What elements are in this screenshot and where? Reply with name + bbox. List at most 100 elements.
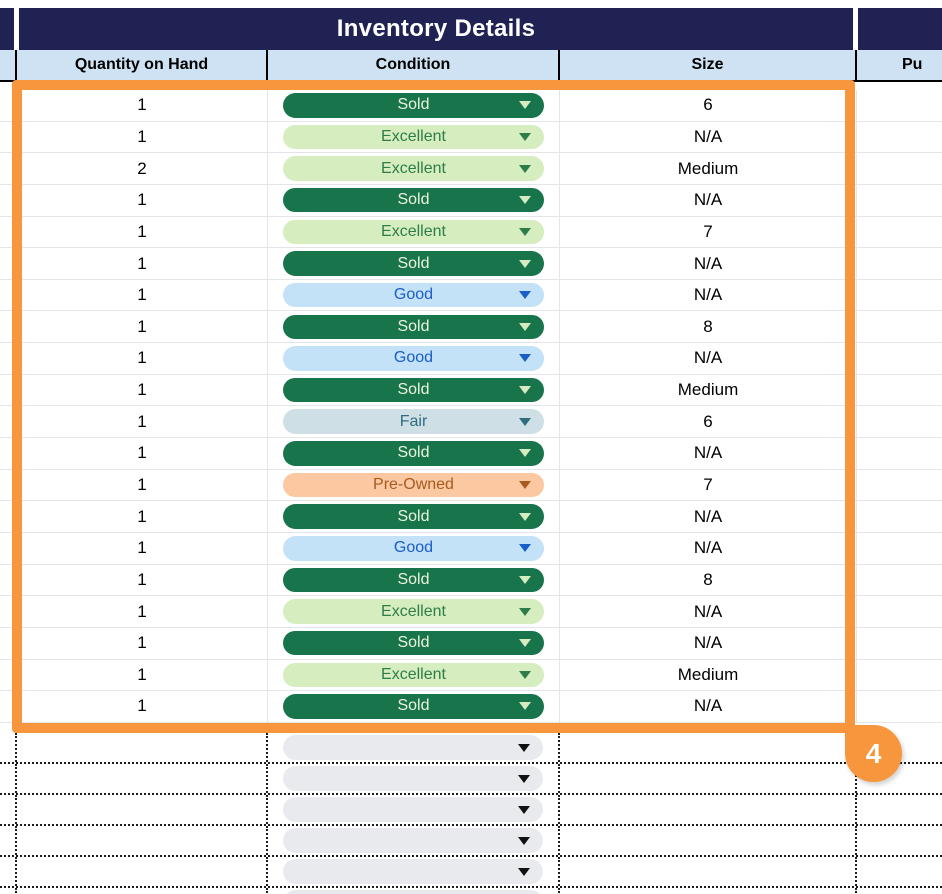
condition-cell: Sold (268, 248, 560, 279)
quantity-cell (17, 733, 268, 762)
condition-dropdown[interactable]: Sold (283, 567, 544, 593)
condition-dropdown[interactable]: Fair (283, 409, 544, 434)
condition-dropdown[interactable]: Excellent (283, 599, 544, 624)
table-row: 2 Excellent Medium (0, 153, 942, 185)
empty-table-row (0, 826, 942, 857)
condition-dropdown[interactable]: Sold (283, 314, 544, 340)
purchase-cell (857, 90, 942, 121)
chevron-down-icon (519, 575, 531, 584)
condition-label: Fair (399, 412, 428, 430)
condition-cell: Pre-Owned (268, 469, 560, 501)
quantity-cell: 1 (17, 564, 268, 596)
sliver-cell (0, 469, 17, 501)
chevron-down-icon (519, 544, 531, 553)
column-header-quantity: Quantity on Hand (17, 50, 268, 80)
sliver-cell (0, 659, 17, 691)
condition-cell: Sold (268, 311, 560, 343)
purchase-cell (857, 280, 942, 311)
condition-dropdown-empty[interactable] (283, 797, 543, 822)
table-row: 1 Excellent 7 (0, 216, 942, 249)
sliver-cell (0, 438, 17, 469)
table-row: 1 Excellent N/A (0, 121, 942, 154)
condition-label: Excellent (381, 127, 446, 145)
purchase-cell (857, 533, 942, 564)
quantity-cell: 1 (17, 184, 268, 216)
size-cell: N/A (560, 248, 857, 279)
chevron-down-icon (519, 481, 531, 489)
sliver-cell (0, 184, 17, 216)
table-row: 1 Good N/A (0, 343, 942, 375)
purchase-cell (857, 596, 942, 627)
condition-dropdown-empty[interactable] (283, 890, 543, 894)
condition-dropdown-empty[interactable] (283, 735, 543, 760)
condition-label: Sold (397, 634, 430, 652)
table-row: 1 Sold N/A (0, 501, 942, 533)
condition-cell: Fair (268, 406, 560, 438)
quantity-cell: 1 (17, 279, 268, 311)
table-row: 1 Sold N/A (0, 184, 942, 217)
quantity-cell: 2 (17, 153, 268, 184)
chevron-down-icon (519, 322, 531, 331)
condition-dropdown[interactable]: Sold (283, 630, 544, 656)
condition-dropdown[interactable]: Sold (283, 93, 544, 118)
table-row: 1 Excellent Medium (0, 659, 942, 692)
title-band: Inventory Details (0, 8, 942, 50)
condition-label: Good (393, 349, 434, 367)
condition-dropdown[interactable]: Sold (283, 251, 544, 276)
condition-dropdown[interactable]: Good (283, 282, 544, 308)
size-cell (560, 795, 857, 824)
condition-dropdown[interactable]: Excellent (283, 662, 544, 688)
chevron-down-icon (519, 164, 531, 173)
condition-dropdown[interactable]: Sold (283, 504, 544, 529)
condition-label: Sold (397, 96, 430, 114)
sliver-cell (0, 248, 17, 279)
size-cell: Medium (560, 374, 857, 406)
condition-dropdown[interactable]: Good (283, 536, 544, 561)
purchase-cell (857, 185, 942, 216)
condition-label: Pre-Owned (373, 476, 454, 493)
table-row: 1 Sold N/A (0, 691, 942, 723)
sliver-cell (0, 216, 17, 248)
condition-label: Good (393, 286, 434, 304)
size-cell: Medium (560, 659, 857, 691)
condition-cell: Excellent (268, 153, 560, 184)
size-cell (560, 733, 857, 762)
condition-label: Excellent (381, 222, 446, 240)
condition-dropdown[interactable]: Excellent (283, 124, 544, 150)
condition-cell (268, 826, 560, 855)
condition-dropdown[interactable]: Sold (283, 377, 544, 403)
size-cell: N/A (560, 691, 857, 722)
table-row: 1 Sold Medium (0, 374, 942, 407)
sliver-cell (0, 596, 17, 627)
condition-dropdown[interactable]: Pre-Owned (283, 472, 544, 498)
chevron-down-icon (518, 805, 530, 814)
quantity-cell: 1 (17, 659, 268, 691)
condition-dropdown-empty[interactable] (283, 828, 543, 853)
quantity-cell: 1 (17, 627, 268, 659)
table-row: 1 Sold N/A (0, 248, 942, 280)
condition-dropdown-empty[interactable] (283, 859, 543, 884)
condition-dropdown[interactable]: Sold (283, 441, 544, 466)
condition-dropdown[interactable]: Sold (283, 187, 544, 213)
condition-cell: Sold (268, 374, 560, 406)
column-header-purchase-truncated: Pu (902, 56, 923, 73)
size-cell (560, 764, 857, 793)
condition-cell: Good (268, 279, 560, 311)
condition-cell: Good (268, 343, 560, 374)
chevron-down-icon (519, 132, 531, 141)
chevron-down-icon (519, 449, 531, 458)
quantity-cell (17, 857, 268, 886)
condition-dropdown[interactable]: Sold (283, 694, 544, 719)
purchase-cell (857, 406, 942, 437)
condition-dropdown[interactable]: Excellent (283, 156, 544, 181)
condition-dropdown[interactable]: Good (283, 346, 544, 371)
chevron-down-icon (518, 774, 530, 783)
condition-dropdown-empty[interactable] (283, 766, 543, 791)
condition-dropdown[interactable]: Excellent (283, 219, 544, 245)
quantity-cell: 1 (17, 438, 268, 469)
purchase-cell (857, 438, 942, 469)
quantity-cell: 1 (17, 90, 268, 121)
title-band-left-sliver (0, 8, 14, 50)
condition-cell: Sold (268, 564, 560, 596)
